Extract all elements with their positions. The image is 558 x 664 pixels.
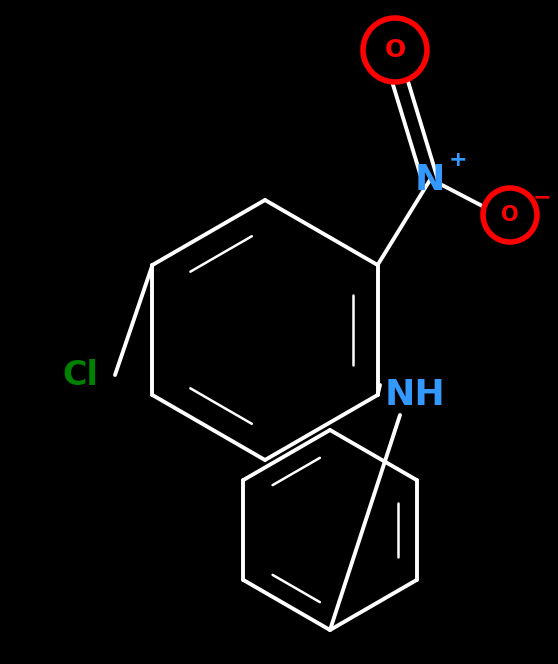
Circle shape bbox=[363, 18, 427, 82]
Text: NH: NH bbox=[384, 378, 445, 412]
Text: O: O bbox=[384, 38, 406, 62]
Text: N: N bbox=[415, 163, 445, 197]
Text: −: − bbox=[533, 187, 551, 207]
Circle shape bbox=[483, 188, 537, 242]
Text: O: O bbox=[501, 205, 519, 225]
Text: Cl: Cl bbox=[62, 359, 98, 392]
Text: +: + bbox=[449, 150, 467, 170]
